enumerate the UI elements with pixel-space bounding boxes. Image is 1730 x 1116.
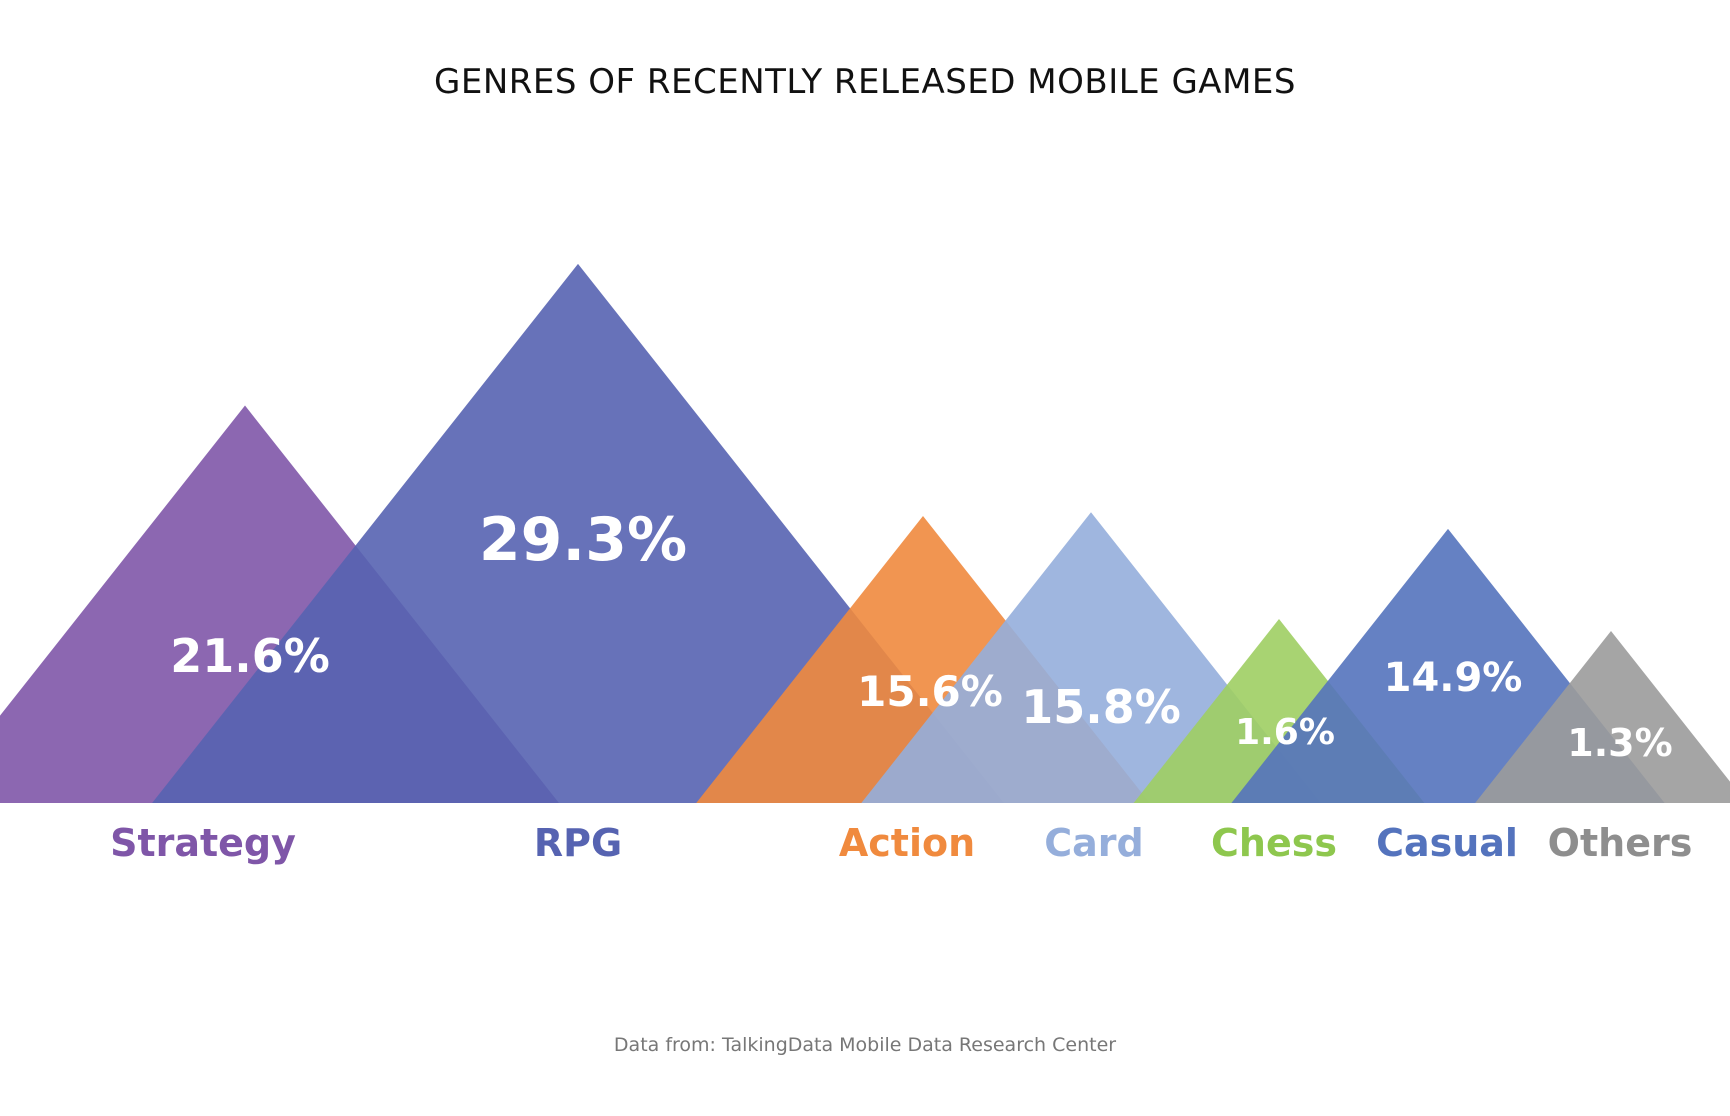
category-label-strategy: Strategy (110, 821, 296, 865)
source-note: Data from: TalkingData Mobile Data Resea… (613, 1034, 1117, 1056)
value-labels: 21.6% 29.3% 15.6% 15.8% 1.6% 14.9% 1.3% (170, 505, 1672, 765)
value-label-strategy: 21.6% (170, 629, 330, 683)
value-label-casual: 14.9% (1384, 655, 1523, 701)
category-label-casual: Casual (1376, 821, 1518, 865)
value-label-others: 1.3% (1567, 721, 1672, 765)
category-label-card: Card (1044, 821, 1143, 865)
category-label-action: Action (839, 821, 975, 865)
category-label-rpg: RPG (534, 821, 622, 865)
category-label-others: Others (1548, 821, 1693, 865)
value-label-rpg: 29.3% (479, 505, 687, 575)
value-label-chess: 1.6% (1235, 712, 1335, 753)
value-label-card: 15.8% (1021, 680, 1181, 734)
triangle-rpg (152, 263, 1004, 803)
triangle-others (1475, 631, 1730, 803)
category-label-chess: Chess (1211, 821, 1337, 865)
chart-title: GENRES OF RECENTLY RELEASED MOBILE GAMES (434, 62, 1296, 102)
category-labels: Strategy RPG Action Card Chess Casual Others (110, 821, 1692, 865)
value-label-action: 15.6% (857, 667, 1003, 716)
chart-marks (0, 263, 1730, 803)
